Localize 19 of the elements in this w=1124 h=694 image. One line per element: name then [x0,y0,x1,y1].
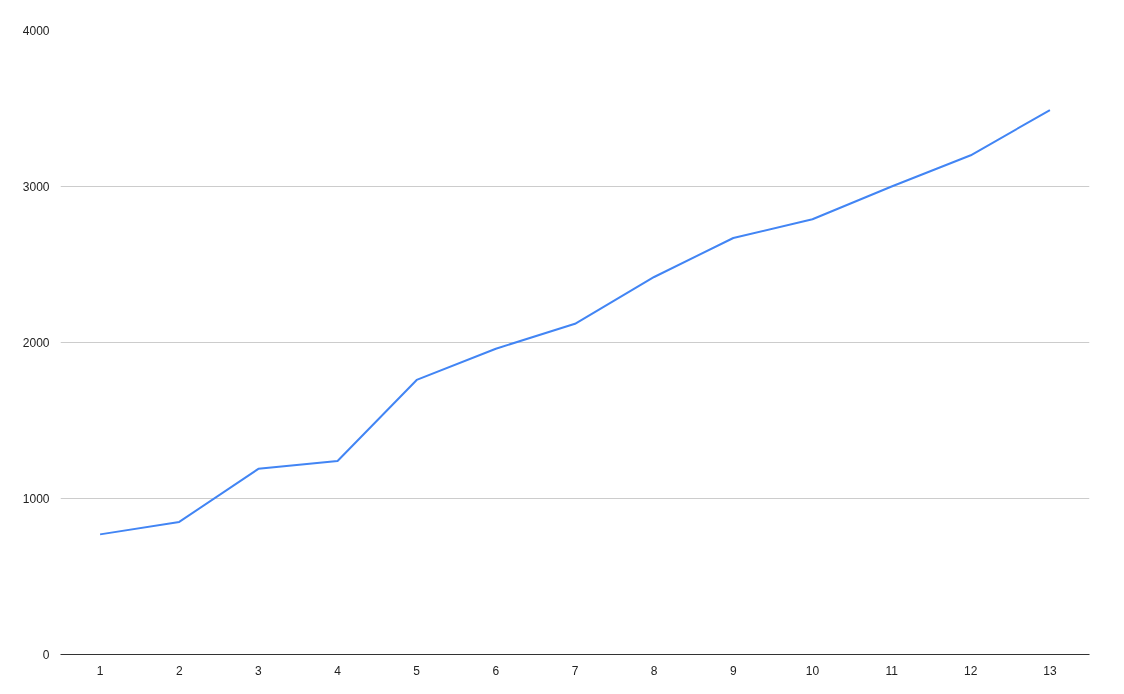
x-tick-label: 2 [175,663,183,678]
y-tick-label: 2000 [22,336,50,350]
y-tick-label: 3000 [22,180,50,194]
x-tick-label: 3 [255,663,263,678]
x-tick-label: 5 [413,663,421,678]
x-tick-label: 11 [885,663,899,678]
line-series [99,109,1051,536]
x-tick-label: 9 [729,663,737,678]
x-tick-label: 6 [492,663,500,678]
x-tick-label: 10 [805,663,820,678]
x-tick-label: 4 [334,663,342,678]
x-tick-label: 8 [650,663,658,678]
x-tick-label: 1 [96,663,104,678]
y-tick-label: 0 [42,648,50,662]
x-tick-label: 13 [1043,663,1057,678]
x-tick-label: 7 [571,663,579,678]
y-tick-label: 1000 [22,492,50,506]
y-tick-label: 4000 [22,24,50,38]
x-tick-label: 12 [964,663,978,678]
